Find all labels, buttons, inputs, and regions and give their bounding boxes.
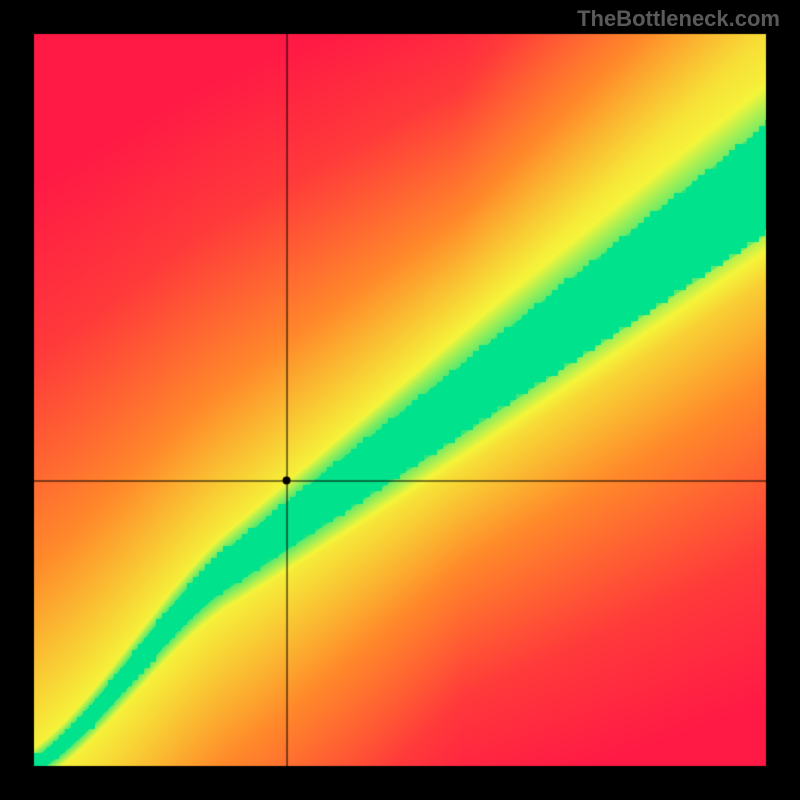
bottleneck-heatmap: [0, 0, 800, 800]
chart-container: TheBottleneck.com: [0, 0, 800, 800]
watermark-text: TheBottleneck.com: [577, 6, 780, 32]
